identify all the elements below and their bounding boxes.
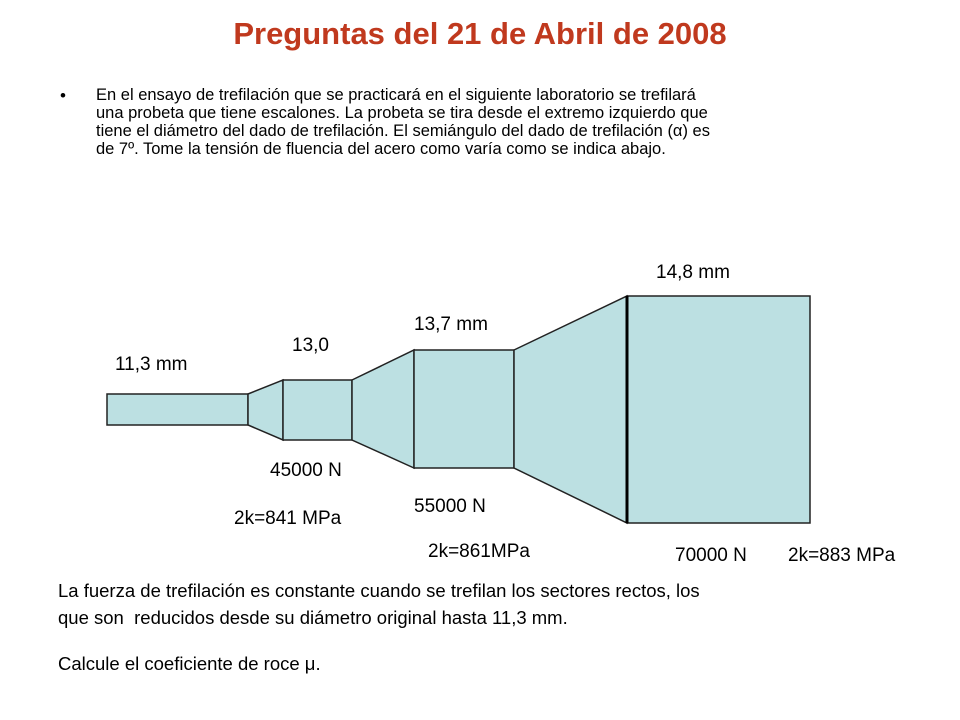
slide-title: Preguntas del 21 de Abril de 2008 — [233, 16, 727, 51]
step-4 — [626, 295, 811, 524]
stress-label: 2k=883 MPa — [788, 545, 896, 566]
die-taper-3 — [513, 294, 628, 525]
die-taper-2 — [351, 348, 415, 470]
stress-label: 2k=861MPa — [428, 541, 530, 562]
diameter-label: 13,7 mm — [414, 314, 488, 335]
die-taper-1 — [247, 378, 284, 442]
question-line: una probeta que tiene escalones. La prob… — [96, 104, 708, 122]
step-1 — [106, 393, 249, 426]
diameter-label: 13,0 — [292, 335, 329, 356]
step-3 — [413, 349, 515, 469]
bullet-marker: • — [60, 86, 66, 105]
stress-label: 2k=841 MPa — [234, 508, 342, 529]
step-2 — [282, 379, 353, 441]
task-line: Calcule el coeficiente de roce μ. — [58, 653, 321, 674]
force-label: 55000 N — [414, 496, 486, 517]
note-line: que son reducidos desde su diámetro orig… — [58, 607, 568, 628]
diameter-label: 14,8 mm — [656, 262, 730, 283]
note-line: La fuerza de trefilación es constante cu… — [58, 580, 700, 601]
force-label: 70000 N — [675, 545, 747, 566]
question-line: de 7º. Tome la tensión de fluencia del a… — [96, 140, 666, 158]
question-line: tiene el diámetro del dado de trefilació… — [96, 122, 710, 140]
question-line: En el ensayo de trefilación que se pract… — [96, 86, 696, 104]
force-label: 45000 N — [270, 460, 342, 481]
diameter-label: 11,3 mm — [115, 354, 188, 375]
